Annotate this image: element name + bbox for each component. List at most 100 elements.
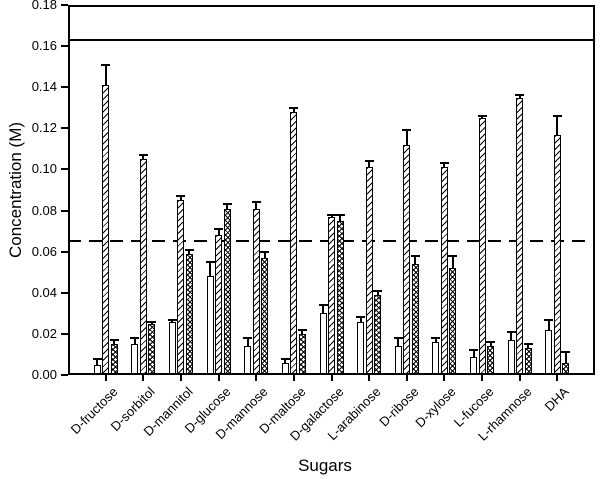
diagonal-hatch-bar [177, 200, 185, 375]
error-bar-cap [176, 195, 186, 198]
error-bar-cap [92, 357, 102, 360]
error-bar-whisker [527, 344, 530, 350]
open-bar [131, 344, 139, 375]
error-bar-cap [222, 203, 232, 206]
y-tick-mark [61, 209, 68, 212]
error-bar-whisker [284, 358, 287, 364]
error-bar-cap [280, 357, 290, 360]
error-bar-whisker [518, 95, 521, 99]
error-bar-whisker [255, 202, 258, 210]
cross-hatch-bar [185, 253, 193, 375]
y-tick-mark [61, 291, 68, 294]
error-bar-whisker [443, 163, 446, 169]
error-bar-whisker [322, 305, 324, 315]
cross-hatch-bar [411, 264, 419, 375]
error-bar-whisker [547, 319, 550, 331]
error-bar-cap [402, 129, 412, 132]
y-tick-mark [61, 45, 68, 48]
y-tick-label: 0.10 [31, 161, 57, 177]
error-bar-cap [243, 337, 253, 339]
diagonal-hatch-bar [139, 159, 147, 375]
error-bar-cap [289, 106, 299, 109]
cross-hatch-bar [449, 268, 457, 375]
y-tick-label: 0.00 [31, 367, 57, 382]
error-bar-cap [318, 304, 328, 307]
plot-area [68, 5, 595, 375]
open-bar [394, 346, 402, 375]
x-tick-mark [368, 375, 371, 381]
y-tick-label: 0.02 [31, 325, 57, 341]
diagonal-hatch-bar [365, 167, 373, 375]
error-bar-cap [373, 289, 383, 292]
error-bar-whisker [489, 342, 492, 348]
error-bar-whisker [472, 350, 475, 358]
y-tick-mark [61, 374, 68, 376]
error-bar-whisker [263, 251, 266, 259]
open-bar [432, 342, 440, 375]
x-tick-mark [292, 375, 295, 381]
error-bar-cap [506, 330, 516, 333]
error-bar-cap [251, 201, 261, 204]
error-bar-cap [431, 337, 441, 339]
error-bar-cap [205, 260, 215, 263]
y-tick-mark [61, 250, 68, 253]
x-tick-mark [556, 375, 559, 381]
cross-hatch-bar [487, 346, 495, 375]
error-bar-cap [147, 320, 157, 323]
error-bar-cap [364, 160, 374, 163]
y-axis-title: Concentration (M) [6, 121, 25, 259]
x-tick-mark [481, 375, 484, 381]
error-bar-cap [486, 341, 496, 344]
solid-reference-line [68, 38, 595, 41]
diagonal-hatch-bar [252, 208, 260, 375]
error-bar-cap [130, 337, 140, 339]
x-tick-mark [518, 375, 521, 381]
error-bar-whisker [217, 229, 220, 237]
error-bar-whisker [209, 261, 212, 278]
error-bar-cap [515, 94, 525, 97]
error-bar-cap [469, 349, 479, 352]
error-bar-whisker [564, 352, 567, 364]
open-bar [168, 321, 176, 375]
cross-hatch-bar [110, 344, 118, 375]
diagonal-hatch-bar [516, 97, 524, 375]
error-bar-cap [356, 316, 366, 319]
open-bar [93, 364, 101, 375]
cross-hatch-bar [261, 257, 269, 375]
open-bar [545, 329, 553, 375]
error-bar-whisker [434, 338, 437, 344]
diagonal-hatch-bar [440, 167, 448, 375]
error-bar-whisker [113, 340, 116, 346]
error-bar-cap [439, 162, 449, 165]
diagonal-hatch-bar [290, 111, 298, 375]
x-tick-mark [443, 375, 446, 381]
error-bar-whisker [397, 338, 400, 348]
error-bar-whisker [330, 214, 333, 218]
error-bar-whisker [292, 107, 295, 113]
error-bar-whisker [376, 290, 379, 296]
error-bar-whisker [301, 329, 304, 335]
error-bar-cap [561, 351, 571, 354]
cross-hatch-bar [148, 323, 156, 375]
x-tick-mark [255, 375, 258, 381]
error-bar-cap [260, 250, 270, 253]
open-bar [470, 356, 478, 375]
open-bar [244, 346, 252, 375]
x-axis-title: Sugars [298, 456, 352, 475]
y-tick-label: 0.06 [31, 243, 57, 259]
error-bar-cap [544, 318, 554, 321]
y-tick-label: 0.18 [31, 0, 57, 12]
error-bar-whisker [104, 64, 107, 87]
y-tick-label: 0.08 [31, 202, 57, 218]
open-bar [206, 276, 214, 375]
error-bar-cap [552, 115, 562, 117]
error-bar-whisker [226, 204, 229, 210]
error-bar-whisker [510, 331, 513, 342]
error-bar-cap [448, 254, 458, 257]
y-tick-label: 0.12 [31, 120, 57, 136]
cross-hatch-bar [223, 208, 231, 375]
y-tick-label: 0.16 [31, 38, 57, 54]
x-tick-mark [104, 375, 107, 381]
error-bar-whisker [246, 338, 249, 348]
